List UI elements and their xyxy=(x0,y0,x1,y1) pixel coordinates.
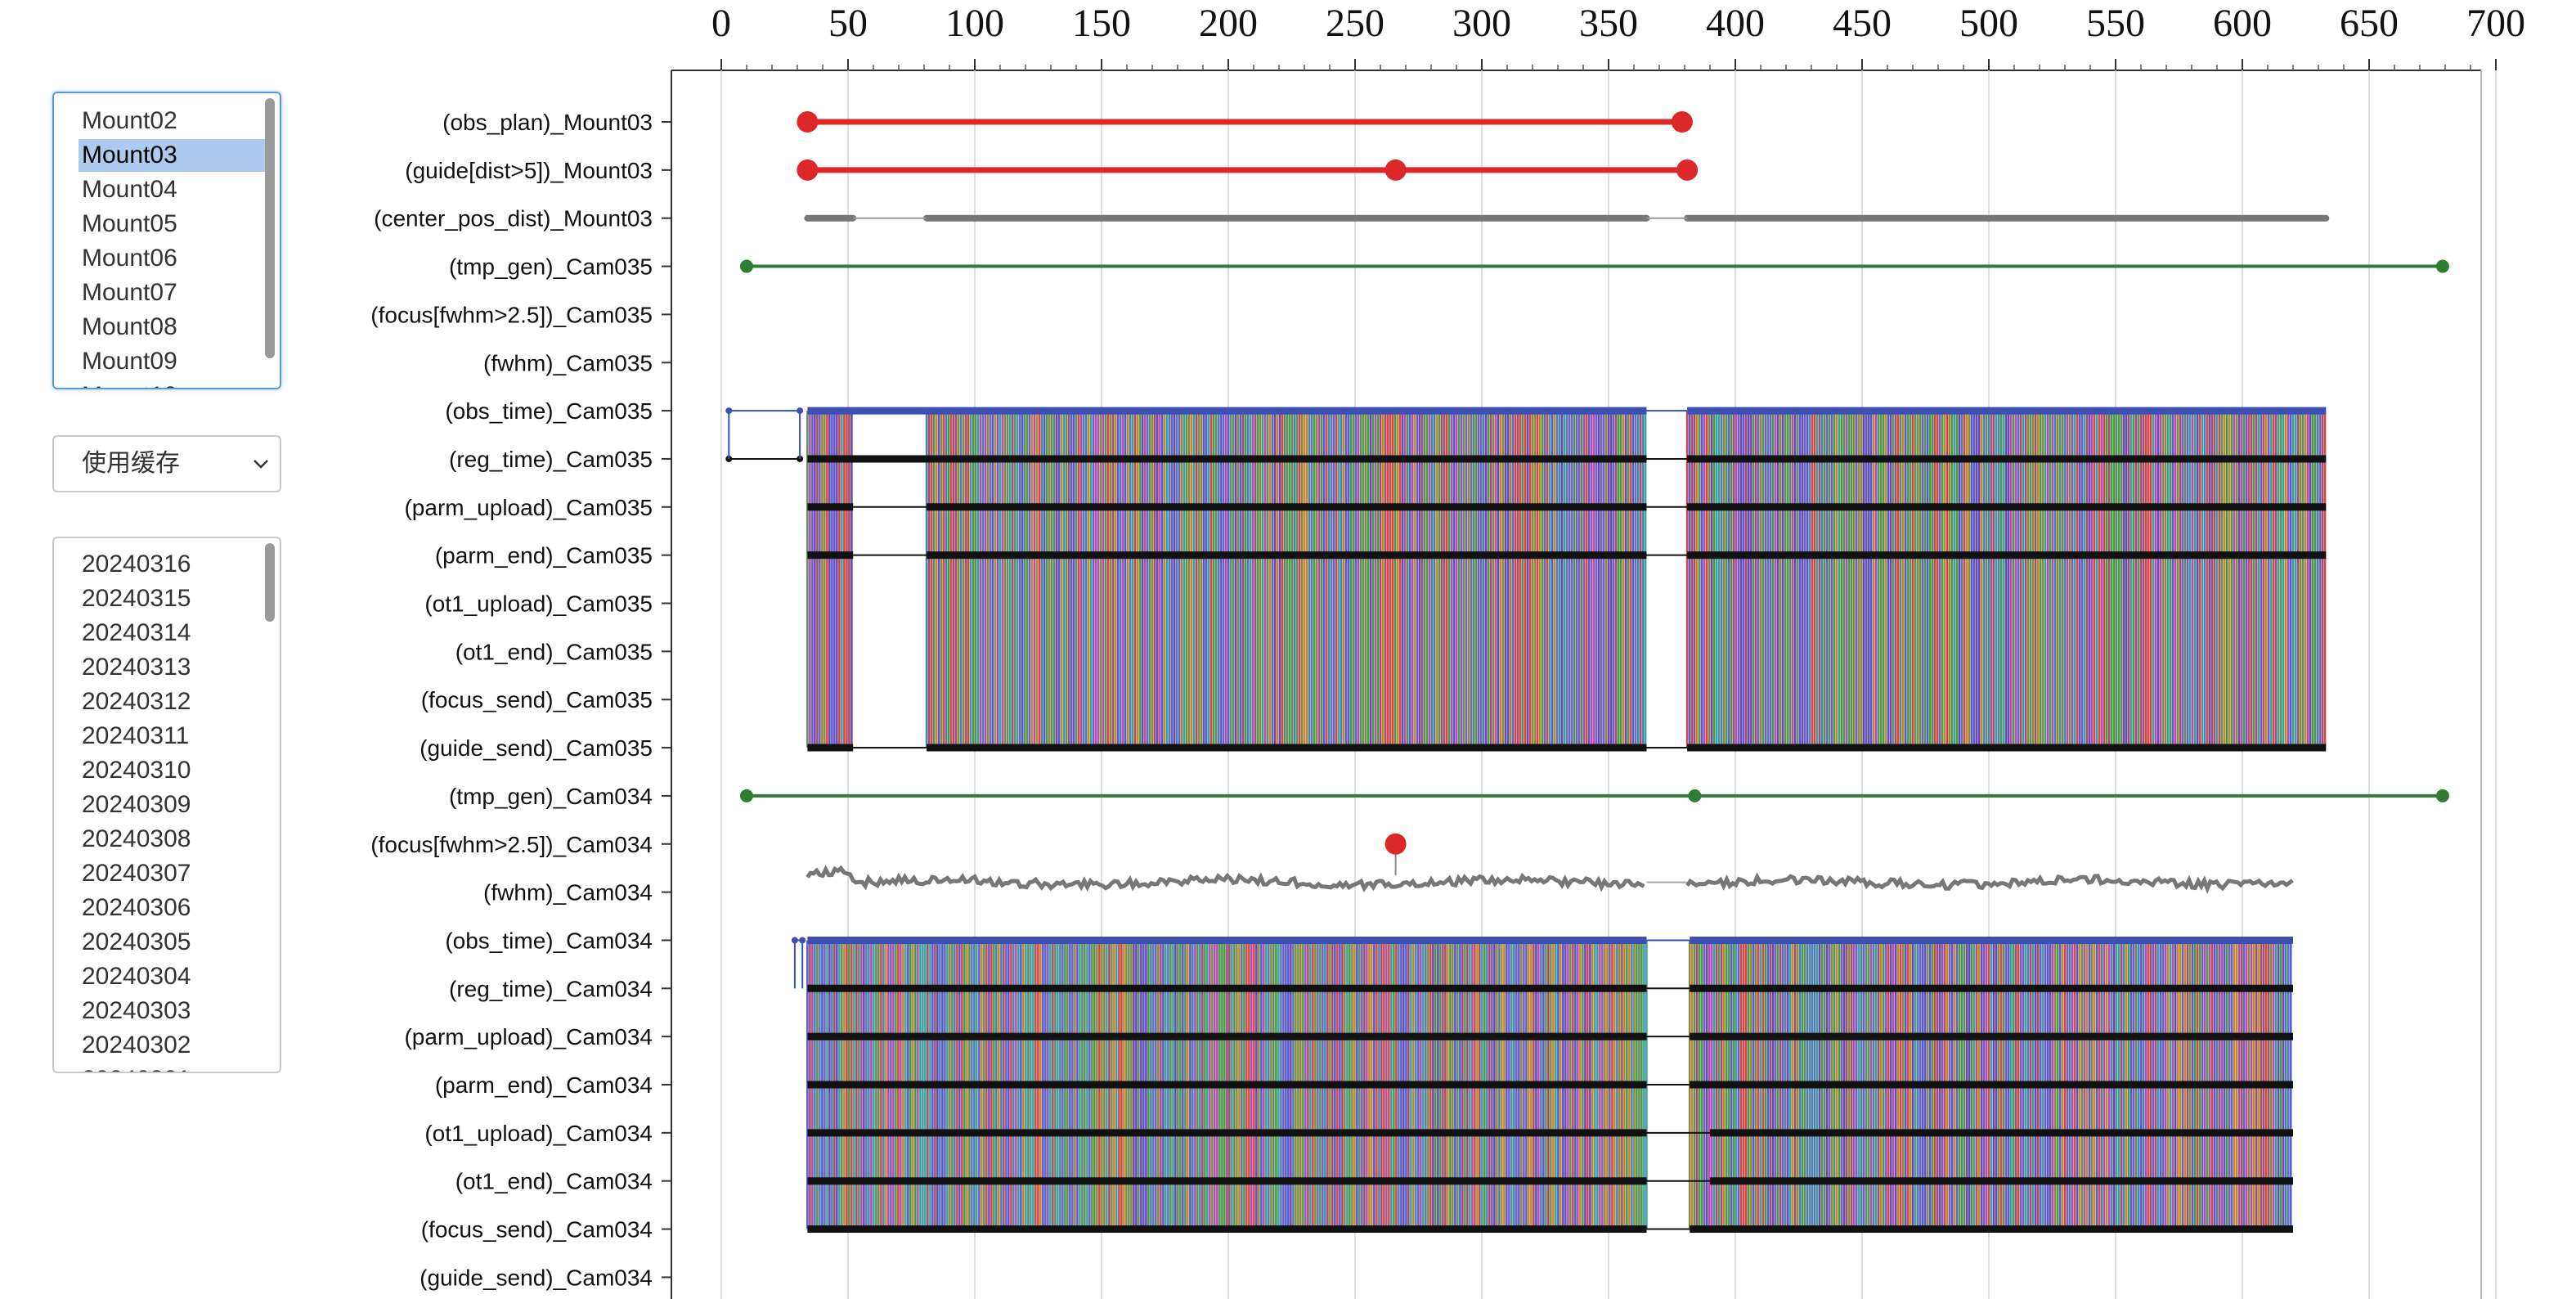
date-list-item[interactable]: 20240314 xyxy=(82,619,191,646)
date-list-item[interactable]: 20240302 xyxy=(82,1032,191,1059)
row-label: (reg_time)_Cam034 xyxy=(449,976,653,1001)
series-point xyxy=(797,111,819,133)
mount-list-scrollbar[interactable] xyxy=(265,98,275,358)
fwhm-wave xyxy=(806,865,1645,892)
mount-list-item[interactable]: Mount10 xyxy=(79,380,265,388)
date-list-item[interactable]: 20240313 xyxy=(82,654,191,681)
date-list-item[interactable]: 20240304 xyxy=(82,963,191,990)
row-label: (obs_plan)_Mount03 xyxy=(442,110,653,135)
x-tick-label: 100 xyxy=(945,2,1004,45)
row-label: (ot1_end)_Cam035 xyxy=(456,639,653,664)
x-tick-label: 250 xyxy=(1326,2,1384,45)
x-tick-label: 400 xyxy=(1706,2,1765,45)
mount-list-item[interactable]: Mount09 xyxy=(82,348,177,375)
date-list-item[interactable]: 20240307 xyxy=(82,860,191,887)
x-tick-label: 700 xyxy=(2466,2,2525,45)
x-tick-label: 350 xyxy=(1579,2,1638,45)
date-list-item[interactable]: 20240306 xyxy=(82,894,191,921)
x-tick-label: 50 xyxy=(828,2,868,45)
row-label: (guide_send)_Cam035 xyxy=(420,735,653,761)
event-point xyxy=(1384,833,1407,855)
row-label: (ot1_end)_Cam034 xyxy=(456,1169,653,1194)
x-tick-label: 0 xyxy=(711,2,731,45)
x-tick-label: 650 xyxy=(2340,2,2399,45)
series-point xyxy=(1384,159,1407,181)
row-label: (parm_upload)_Cam034 xyxy=(404,1024,653,1050)
mount-list-item[interactable]: Mount06 xyxy=(82,245,177,272)
row-label: (parm_end)_Cam035 xyxy=(435,543,653,569)
x-tick-label: 500 xyxy=(1959,2,2018,45)
mount-list-item[interactable]: Mount04 xyxy=(82,176,177,203)
row-label: (focus_send)_Cam035 xyxy=(421,687,653,712)
row-label: (focus[fwhm>2.5])_Cam035 xyxy=(370,302,653,327)
cache-select-label: 使用缓存 xyxy=(82,449,180,478)
band-group-0 xyxy=(806,411,2327,748)
series-point xyxy=(1671,111,1693,133)
row-label: (focus_send)_Cam034 xyxy=(421,1217,653,1243)
mount-list-item[interactable]: Mount05 xyxy=(82,210,177,237)
x-tick-label: 600 xyxy=(2213,2,2272,45)
mount-list-item[interactable]: Mount08 xyxy=(82,313,177,340)
mount-listbox[interactable]: Mount02 Mount03 Mount04 Mount05 Mount06 Mount… xyxy=(52,92,281,389)
row-label: (parm_end)_Cam034 xyxy=(435,1072,653,1098)
mount-list-item[interactable]: Mount07 xyxy=(82,279,177,306)
date-list-item[interactable]: 20240310 xyxy=(82,757,191,784)
x-tick-label: 550 xyxy=(2086,2,2145,45)
date-list-scrollbar[interactable] xyxy=(265,543,275,622)
series-point xyxy=(2435,259,2449,273)
date-list-item[interactable]: 20240301 xyxy=(79,1063,265,1072)
cache-select[interactable]: 使用缓存 xyxy=(52,435,281,492)
row-label: (tmp_gen)_Cam035 xyxy=(449,254,653,280)
row-label: (fwhm)_Cam034 xyxy=(483,880,653,906)
series-point xyxy=(1688,789,1702,802)
series-point xyxy=(797,159,819,181)
x-tick-label: 450 xyxy=(1833,2,1892,45)
mount-list-item[interactable]: Mount03 xyxy=(79,139,265,172)
row-label: (reg_time)_Cam035 xyxy=(449,447,653,472)
fwhm-wave xyxy=(1685,872,2294,895)
series-point xyxy=(2435,789,2449,802)
series-point xyxy=(1676,159,1699,181)
row-label: (focus[fwhm>2.5])_Cam034 xyxy=(370,832,653,857)
date-list-item[interactable]: 20240312 xyxy=(82,688,191,715)
mount-list-item[interactable]: Mount02 xyxy=(82,107,177,134)
date-list-item[interactable]: 20240311 xyxy=(82,722,190,749)
x-tick-label: 200 xyxy=(1199,2,1258,45)
date-list-item[interactable]: 20240309 xyxy=(82,791,191,818)
row-label: (ot1_upload)_Cam034 xyxy=(424,1121,653,1146)
row-label: (parm_upload)_Cam035 xyxy=(404,495,653,520)
date-listbox[interactable]: 20240316 20240315 20240314 20240313 20240312… xyxy=(52,537,281,1073)
row-label: (ot1_upload)_Cam035 xyxy=(424,591,653,617)
series-point xyxy=(740,259,753,273)
row-label: (obs_time)_Cam034 xyxy=(445,928,653,953)
x-tick-label: 150 xyxy=(1072,2,1131,45)
x-tick-label: 300 xyxy=(1452,2,1511,45)
date-list-item[interactable]: 20240303 xyxy=(82,997,191,1024)
date-list-item[interactable]: 20240308 xyxy=(82,825,191,852)
row-label: (center_pos_dist)_Mount03 xyxy=(374,206,653,231)
chevron-down-icon xyxy=(254,460,268,469)
row-label: (tmp_gen)_Cam034 xyxy=(449,784,653,809)
row-label: (obs_time)_Cam035 xyxy=(445,398,653,424)
row-label: (guide_send)_Cam034 xyxy=(420,1265,653,1290)
date-list-item[interactable]: 20240316 xyxy=(82,551,191,578)
date-list-item[interactable]: 20240305 xyxy=(82,928,191,955)
date-list-item[interactable]: 20240315 xyxy=(82,585,191,612)
row-label: (fwhm)_Cam035 xyxy=(483,350,653,375)
row-label: (guide[dist>5])_Mount03 xyxy=(405,158,653,183)
series-point xyxy=(740,789,753,802)
